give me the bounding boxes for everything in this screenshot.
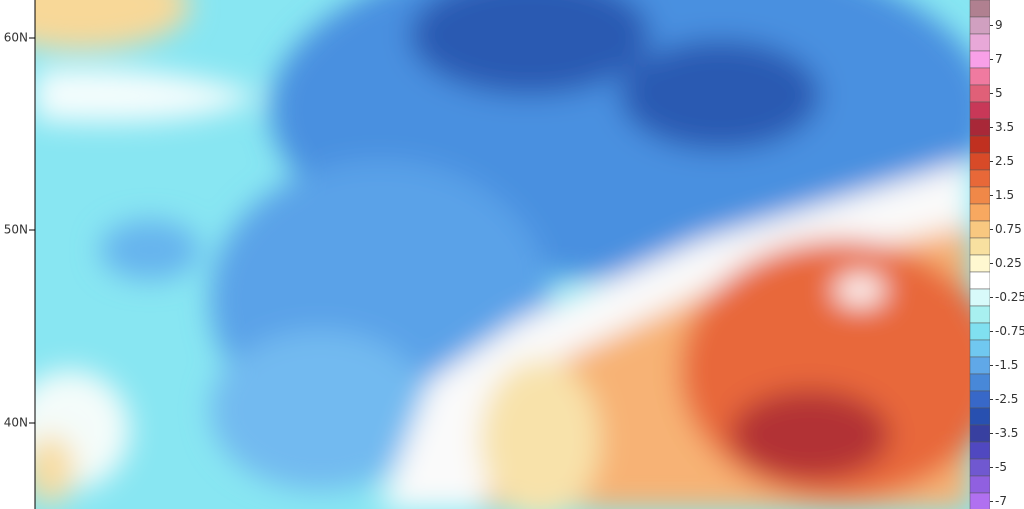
color-swatch (969, 237, 991, 256)
color-swatch (969, 271, 991, 290)
color-swatch (969, 0, 991, 18)
neutral-area (835, 275, 885, 305)
latitude-label: 40N (4, 416, 28, 430)
color-swatch (969, 220, 991, 239)
colorbar-label: -0.75 (995, 324, 1024, 338)
color-swatch (969, 390, 991, 409)
color-swatch (969, 203, 991, 222)
colorbar-label: 3.5 (995, 120, 1014, 134)
cold-area (210, 330, 430, 490)
colorbar-label: -1.5 (995, 358, 1018, 372)
color-swatch (969, 169, 991, 188)
color-swatch (969, 458, 991, 477)
field-shading (35, 0, 970, 509)
colorbar-label: 1.5 (995, 188, 1014, 202)
color-swatch (969, 254, 991, 273)
color-swatch (969, 356, 991, 375)
color-swatch (969, 50, 991, 69)
colorbar-label: -0.25 (995, 290, 1024, 304)
latitude-label: 50N (4, 223, 28, 237)
color-swatch (969, 288, 991, 307)
color-swatch (969, 16, 991, 35)
color-swatch (969, 118, 991, 137)
colorbar-label: -3.5 (995, 426, 1018, 440)
color-swatch (969, 84, 991, 103)
colorbar-label: -2.5 (995, 392, 1018, 406)
warm-area (35, 0, 190, 50)
color-swatch (969, 135, 991, 154)
neutral-area (35, 67, 260, 123)
colorbar-label: 0.75 (995, 222, 1022, 236)
colorbar-label: 2.5 (995, 154, 1014, 168)
cold-core (410, 0, 650, 95)
color-swatch (969, 492, 991, 509)
warm-peak (730, 390, 890, 480)
color-swatch (969, 339, 991, 358)
color-swatch (969, 305, 991, 324)
latitude-axis: 60N 50N 40N (4, 31, 35, 430)
colorbar-panel (990, 0, 1024, 509)
latitude-label: 60N (4, 31, 28, 45)
color-swatch (969, 424, 991, 443)
color-swatch (969, 186, 991, 205)
colorbar-label: 7 (995, 52, 1003, 66)
colorbar: 9 7 5 3.5 2.5 1.5 0.75 0.25 -0.25 -0.75 -1.5 -2.5 -3… (969, 0, 1024, 509)
colorbar-label: 0.25 (995, 256, 1022, 270)
color-swatch (969, 322, 991, 341)
color-swatch (969, 373, 991, 392)
anomaly-field (35, 0, 970, 509)
colorbar-label: 9 (995, 18, 1003, 32)
color-swatch (969, 33, 991, 52)
colorbar-label: 5 (995, 86, 1003, 100)
color-swatch (969, 475, 991, 494)
color-swatch (969, 67, 991, 86)
color-swatch (969, 441, 991, 460)
warm-area (480, 360, 600, 509)
cold-area (100, 220, 200, 280)
cold-core (620, 40, 820, 150)
colorbar-label: -5 (995, 460, 1007, 474)
color-swatch (969, 152, 991, 171)
color-swatch (969, 407, 991, 426)
colorbar-label: -7 (995, 494, 1007, 508)
color-swatch (969, 101, 991, 120)
warm-area (35, 435, 75, 505)
